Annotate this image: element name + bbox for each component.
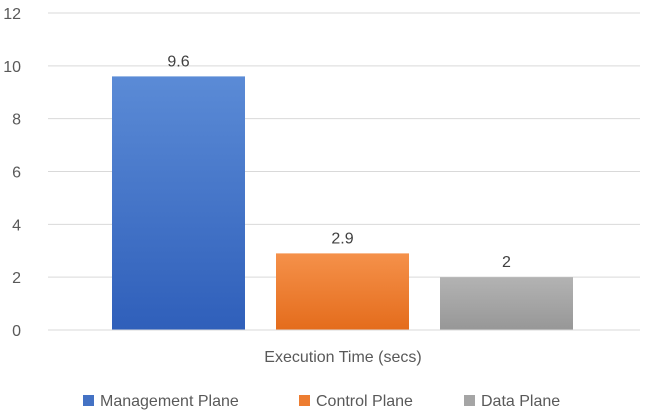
data-label: 2 bbox=[502, 254, 511, 271]
y-tick-label: 12 bbox=[3, 6, 21, 23]
y-tick-label: 8 bbox=[12, 112, 21, 129]
legend-item-data-plane: Data Plane bbox=[464, 393, 560, 410]
legend-item-control-plane: Control Plane bbox=[299, 393, 413, 410]
bar-management-plane bbox=[112, 76, 245, 331]
data-labels: 9.6 2.9 2 bbox=[167, 53, 511, 271]
legend: Management Plane Control Plane Data Plane bbox=[83, 393, 560, 410]
y-tick-label: 10 bbox=[3, 59, 21, 76]
legend-swatch bbox=[299, 395, 310, 406]
legend-swatch bbox=[464, 395, 475, 406]
x-axis: Execution Time (secs) bbox=[48, 329, 640, 366]
y-tick-label: 0 bbox=[12, 323, 21, 340]
bars bbox=[112, 76, 573, 331]
y-tick-label: 4 bbox=[12, 217, 21, 234]
legend-label: Data Plane bbox=[481, 393, 560, 410]
legend-label: Management Plane bbox=[100, 393, 239, 410]
data-label: 9.6 bbox=[167, 53, 189, 70]
legend-swatch bbox=[83, 395, 94, 406]
legend-label: Control Plane bbox=[316, 393, 413, 410]
y-tick-label: 6 bbox=[12, 165, 21, 182]
legend-item-management-plane: Management Plane bbox=[83, 393, 239, 410]
x-axis-title: Execution Time (secs) bbox=[264, 349, 421, 366]
data-label: 2.9 bbox=[331, 230, 353, 247]
bar-data-plane bbox=[440, 277, 573, 330]
y-tick-label: 2 bbox=[12, 270, 21, 287]
y-axis-tick-labels: 0 2 4 6 8 10 12 bbox=[3, 6, 21, 340]
bar-control-plane bbox=[276, 253, 409, 330]
